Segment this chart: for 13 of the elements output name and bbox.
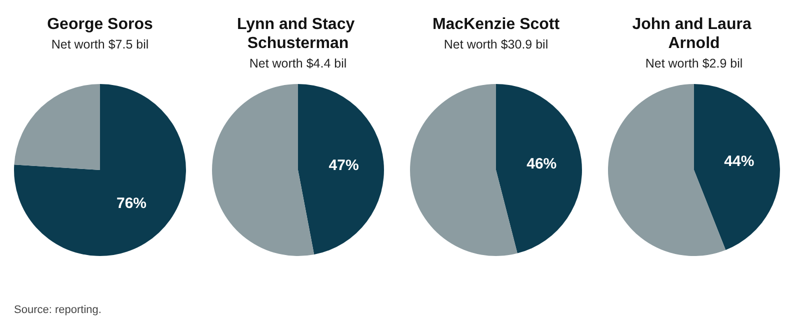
chart-subtitle: Net worth $2.9 bil: [645, 56, 743, 70]
chart-title: MacKenzie Scott: [432, 16, 560, 33]
chart-title: Lynn and Stacy Schusterman: [236, 16, 360, 52]
data-label: 47%: [328, 157, 359, 174]
chart-title: George Soros: [47, 16, 153, 33]
data-label: 44%: [724, 152, 754, 170]
chart-subtitle: Net worth $30.9 bil: [444, 38, 548, 52]
chart-subtitle: Net worth $4.4 bil: [249, 56, 347, 70]
chart-subtitle: Net worth $7.5 bil: [51, 38, 149, 52]
data-label: 46%: [526, 156, 557, 173]
data-label: 76%: [116, 195, 147, 212]
source-note: Source: reporting.: [14, 304, 102, 316]
chart-title: John and Laura Arnold: [632, 16, 756, 52]
